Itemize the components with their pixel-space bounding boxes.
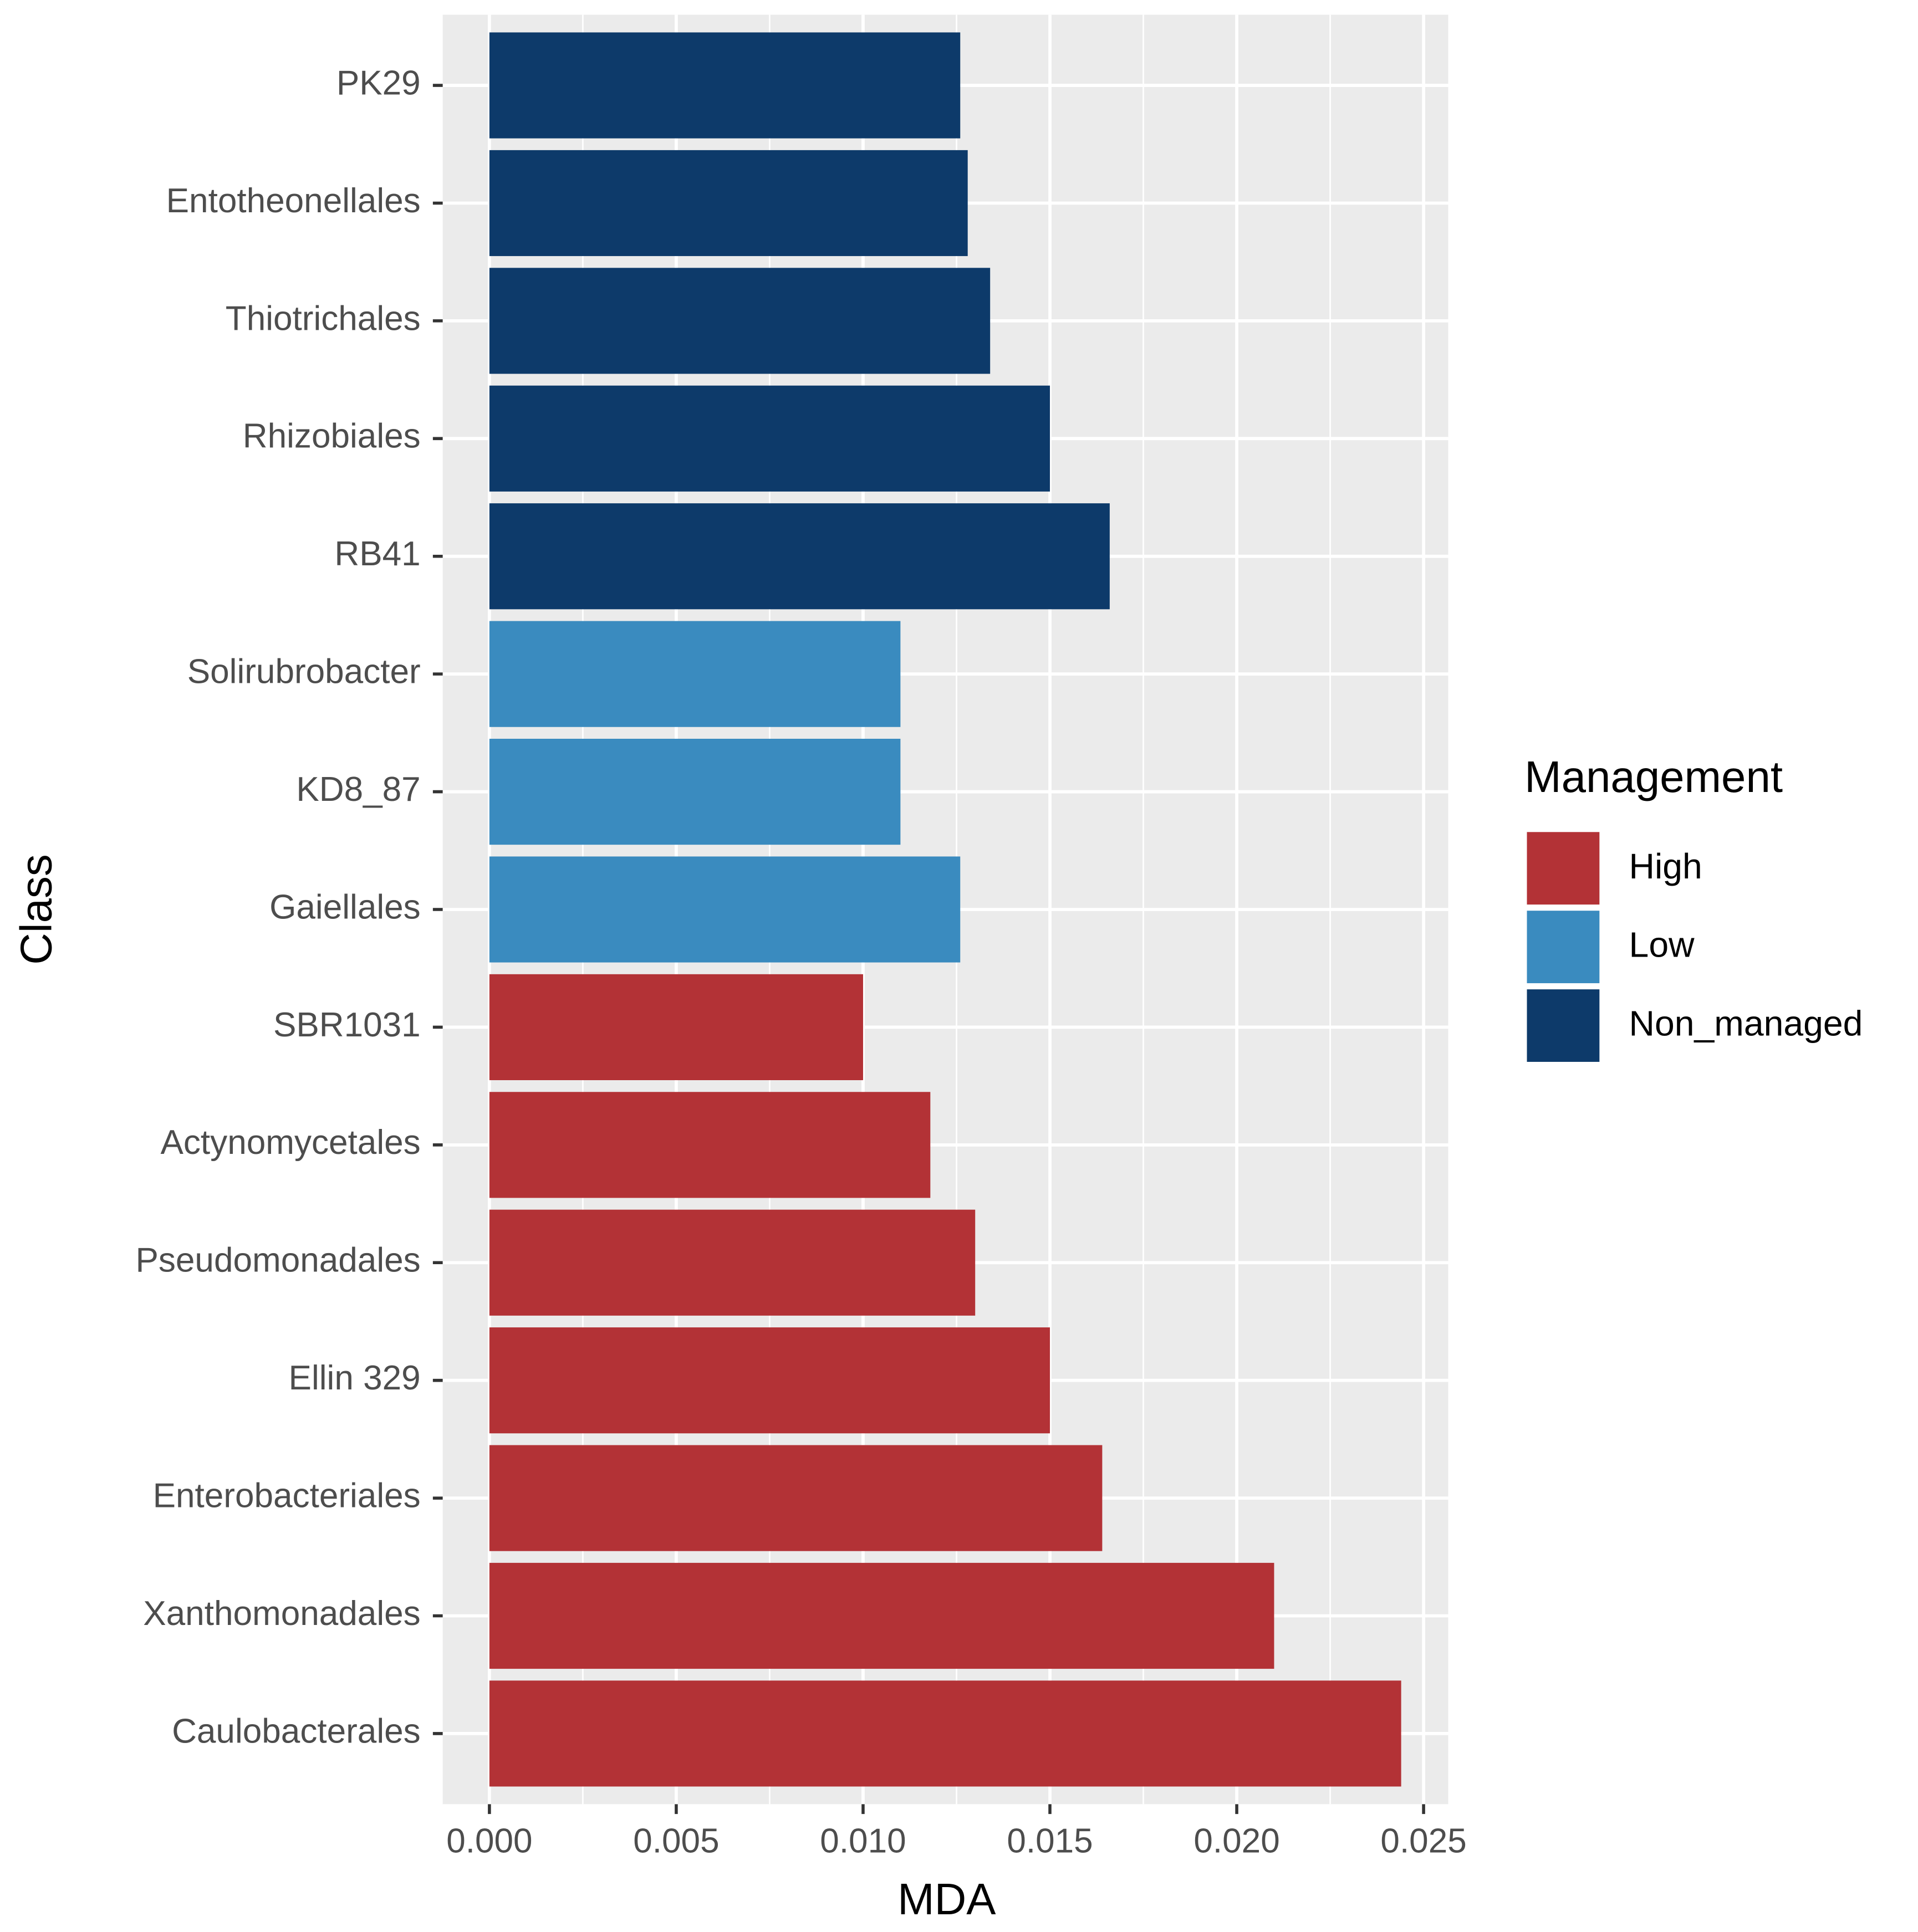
- legend-key: [1524, 908, 1602, 986]
- y-tick-label: Entotheonellales: [166, 182, 421, 220]
- y-tick-label: Pseudomonadales: [135, 1241, 420, 1280]
- bar: [489, 856, 961, 963]
- y-tick-label: Thiotrichales: [226, 299, 421, 338]
- x-tick-label: 0.025: [1380, 1822, 1466, 1861]
- bar: [489, 1680, 1401, 1787]
- bar: [489, 503, 1110, 610]
- bar: [489, 1327, 1050, 1434]
- y-axis-title: Class: [11, 854, 60, 965]
- bar: [489, 1445, 1103, 1551]
- y-tick-label: Solirubrobacter: [187, 653, 421, 691]
- bar: [489, 738, 901, 845]
- y-tick-label: Caulobacterales: [172, 1712, 421, 1750]
- y-tick-label: SBR1031: [273, 1006, 421, 1044]
- legend-key: [1524, 829, 1602, 907]
- x-tick-label: 0.015: [1007, 1822, 1093, 1861]
- x-axis-title: MDA: [897, 1874, 996, 1924]
- y-tick-label: KD8_87: [296, 770, 420, 809]
- bar: [489, 1209, 976, 1316]
- legend-title: Management: [1524, 752, 1783, 801]
- y-tick-label: Rhizobiales: [243, 417, 421, 456]
- bars: [489, 32, 1401, 1787]
- bar: [489, 1562, 1274, 1669]
- bar: [489, 621, 901, 727]
- bar: [489, 974, 863, 1080]
- y-tick-label: Xanthomonadales: [143, 1594, 420, 1633]
- x-tick-label: 0.010: [820, 1822, 906, 1861]
- bar: [489, 385, 1050, 492]
- x-tick-label: 0.020: [1193, 1822, 1279, 1861]
- legend-label: Low: [1629, 925, 1695, 965]
- y-tick-label: RB41: [334, 535, 420, 573]
- y-tick-label: Gaiellales: [269, 888, 421, 926]
- legend-label: Non_managed: [1629, 1004, 1863, 1044]
- bar: [489, 32, 961, 139]
- y-tick-label: Actynomycetales: [160, 1123, 420, 1162]
- legend-label: High: [1629, 846, 1702, 886]
- x-tick-label: 0.005: [633, 1822, 719, 1861]
- y-tick-label: Ellin 329: [289, 1359, 421, 1397]
- y-tick-label: Enterobacteriales: [153, 1476, 421, 1515]
- x-tick-label: 0.000: [446, 1822, 532, 1861]
- legend-key: [1524, 987, 1602, 1065]
- bar: [489, 150, 968, 257]
- y-tick-label: PK29: [336, 64, 421, 102]
- bar: [489, 1092, 931, 1198]
- bar: [489, 268, 991, 374]
